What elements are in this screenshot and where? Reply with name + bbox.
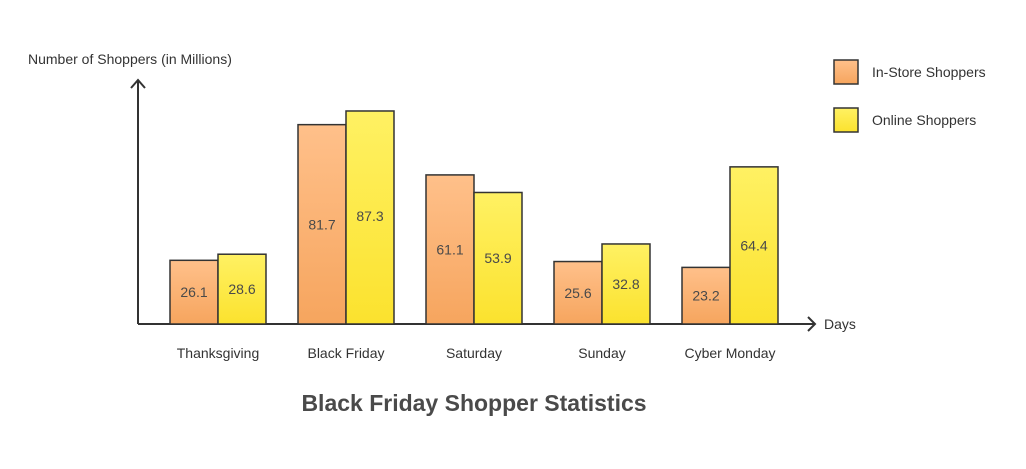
x-tick-label-saturday: Saturday [446,345,502,361]
value-label-in-store-shoppers-saturday: 61.1 [436,241,463,257]
chart-title: Black Friday Shopper Statistics [301,390,646,416]
bars-group: 26.1 28.6 81.7 87.3 61.1 53.9 25.6 32.8 23.2 64.4 [169,110,779,325]
value-label-in-store-shoppers-thanksgiving: 26.1 [180,284,207,300]
x-axis-title: Days [824,316,856,332]
legend-label-online: Online Shoppers [872,112,976,128]
value-label-in-store-shoppers-cyber-monday: 23.2 [692,288,719,304]
x-tick-labels: Thanksgiving Black Friday Saturday Sunday Cy… [177,345,776,361]
y-axis-arrow [130,78,146,89]
x-tick-label-sunday: Sunday [578,345,625,361]
bar-online-shoppers-cyber-monday [729,166,779,325]
bar-in-store-shoppers-thanksgiving [169,259,219,325]
bar-in-store-shoppers-black-friday [297,123,347,325]
value-label-online-shoppers-sunday: 32.8 [612,276,639,292]
x-tick-label-cyber-monday: Cyber Monday [684,345,775,361]
x-axis-arrow [807,316,817,332]
legend-swatch-online [833,107,859,133]
value-label-online-shoppers-black-friday: 87.3 [356,208,383,224]
value-label-online-shoppers-cyber-monday: 64.4 [740,237,767,253]
value-label-online-shoppers-saturday: 53.9 [484,250,511,266]
value-label-online-shoppers-thanksgiving: 28.6 [228,281,255,297]
x-tick-label-black-friday: Black Friday [307,345,384,361]
value-label-in-store-shoppers-black-friday: 81.7 [308,216,335,232]
y-axis-title: Number of Shoppers (in Millions) [28,51,232,67]
legend-label-in-store: In-Store Shoppers [872,64,986,80]
legend-swatch-in-store [833,59,859,85]
bar-online-shoppers-black-friday [345,110,395,325]
value-label-in-store-shoppers-sunday: 25.6 [564,285,591,301]
legend: In-Store Shoppers Online Shoppers [833,59,986,133]
bar-online-shoppers-saturday [473,191,523,325]
x-tick-label-thanksgiving: Thanksgiving [177,345,260,361]
bar-online-shoppers-thanksgiving [217,253,267,325]
bar-online-shoppers-sunday [601,243,651,325]
